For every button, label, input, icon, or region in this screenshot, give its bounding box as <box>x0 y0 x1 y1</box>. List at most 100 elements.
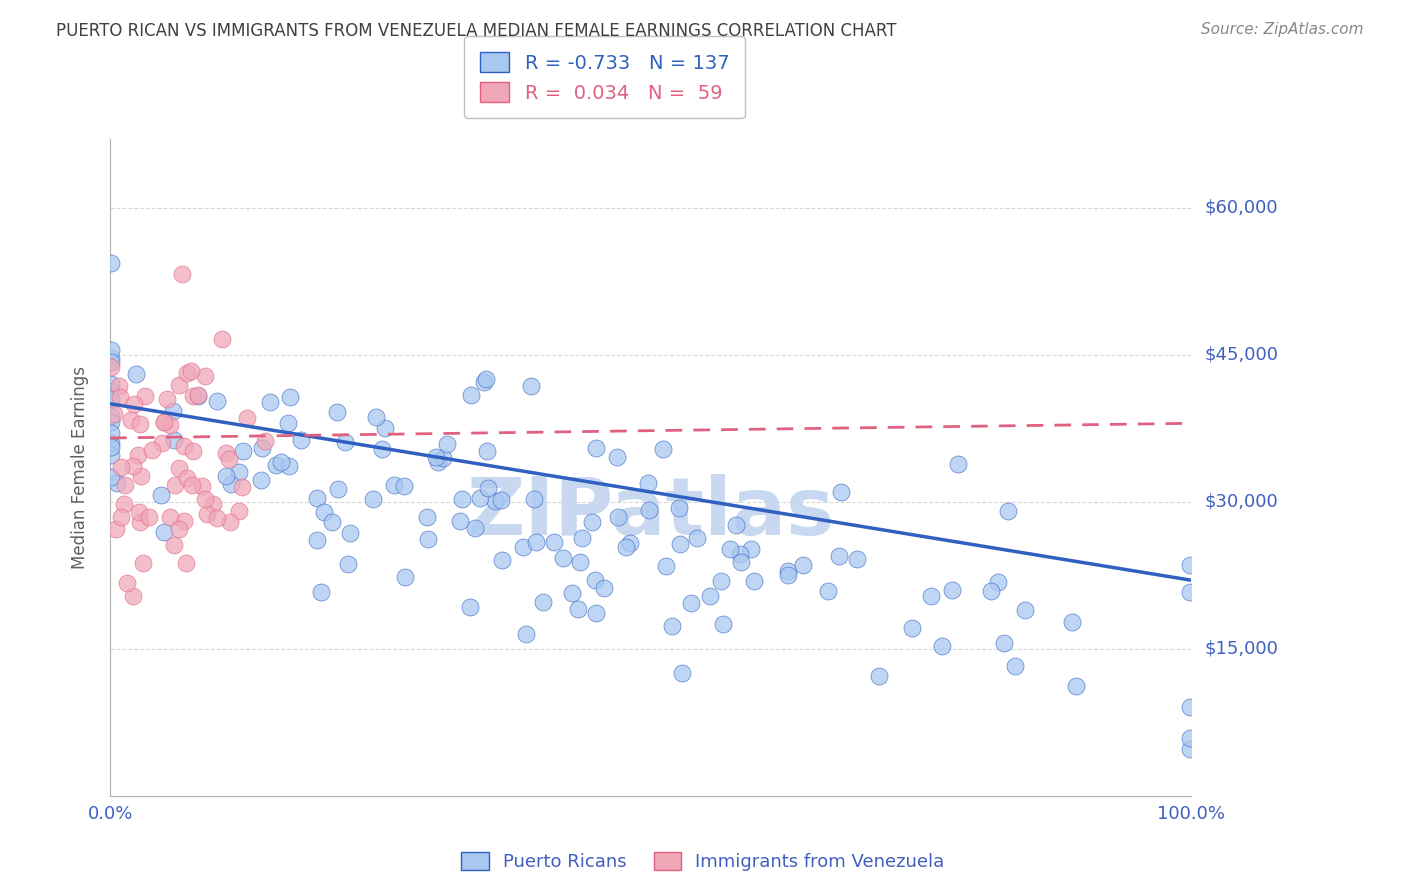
Point <box>218 515 240 529</box>
Point <box>159 417 181 432</box>
Text: Source: ZipAtlas.com: Source: ZipAtlas.com <box>1201 22 1364 37</box>
Point <box>449 515 471 529</box>
Point <box>571 531 593 545</box>
Point <box>512 540 534 554</box>
Point <box>710 574 733 588</box>
Point <box>264 458 287 472</box>
Point <box>606 450 628 465</box>
Point <box>326 482 349 496</box>
Text: PUERTO RICAN VS IMMIGRANTS FROM VENEZUELA MEDIAN FEMALE EARNINGS CORRELATION CHA: PUERTO RICAN VS IMMIGRANTS FROM VENEZUEL… <box>56 22 897 40</box>
Point <box>654 558 676 573</box>
Point <box>191 479 214 493</box>
Point <box>1178 731 1201 746</box>
Point <box>231 480 253 494</box>
Point <box>987 575 1010 590</box>
Point <box>128 505 150 519</box>
Point <box>585 606 607 620</box>
Point <box>277 416 299 430</box>
Point <box>321 515 343 529</box>
Text: ZIPatlas: ZIPatlas <box>467 475 835 552</box>
Point <box>100 426 122 441</box>
Point <box>162 404 184 418</box>
Text: $15,000: $15,000 <box>1205 640 1278 657</box>
Point <box>426 455 449 469</box>
Point <box>270 455 292 469</box>
Point <box>150 435 173 450</box>
Point <box>472 376 495 390</box>
Point <box>742 574 765 588</box>
Point <box>314 505 336 519</box>
Point <box>162 433 184 447</box>
Point <box>305 533 328 547</box>
Point <box>215 468 238 483</box>
Point <box>153 525 176 540</box>
Point <box>474 371 496 385</box>
Point <box>931 639 953 653</box>
Point <box>132 557 155 571</box>
Point <box>920 589 942 603</box>
Point <box>491 553 513 567</box>
Point <box>515 626 537 640</box>
Point <box>100 384 122 399</box>
Point <box>730 547 752 561</box>
Point <box>371 442 394 457</box>
Point <box>100 415 122 429</box>
Point <box>100 360 122 375</box>
Point <box>868 668 890 682</box>
Point <box>450 491 472 506</box>
Point <box>464 521 486 535</box>
Point <box>205 510 228 524</box>
Point <box>561 586 583 600</box>
Point <box>681 596 703 610</box>
Point <box>201 497 224 511</box>
Point <box>776 564 799 578</box>
Point <box>250 441 273 455</box>
Point <box>232 443 254 458</box>
Point <box>661 619 683 633</box>
Point <box>1178 700 1201 714</box>
Point <box>1060 615 1083 629</box>
Point <box>194 491 217 506</box>
Point <box>129 515 152 529</box>
Point <box>236 410 259 425</box>
Point <box>581 515 603 529</box>
Point <box>568 555 591 569</box>
Point <box>249 474 271 488</box>
Point <box>127 449 149 463</box>
Point <box>159 510 181 524</box>
Point <box>163 477 186 491</box>
Point <box>520 379 543 393</box>
Point <box>181 389 204 403</box>
Point <box>122 459 145 474</box>
Point <box>215 446 238 460</box>
Point <box>107 379 129 393</box>
Point <box>221 477 243 491</box>
Point <box>830 485 852 500</box>
Point <box>120 413 142 427</box>
Point <box>668 501 690 516</box>
Point <box>901 621 924 635</box>
Point <box>941 582 963 597</box>
Point <box>638 503 661 517</box>
Point <box>187 389 209 403</box>
Point <box>112 497 135 511</box>
Point <box>100 470 122 484</box>
Point <box>176 366 198 380</box>
Point <box>484 494 506 508</box>
Point <box>110 510 132 524</box>
Point <box>169 522 191 536</box>
Point <box>180 364 202 378</box>
Point <box>336 557 359 571</box>
Legend: R = -0.733   N = 137, R =  0.034   N =  59: R = -0.733 N = 137, R = 0.034 N = 59 <box>464 37 745 119</box>
Point <box>138 510 160 524</box>
Point <box>181 443 204 458</box>
Point <box>416 509 439 524</box>
Point <box>1178 584 1201 599</box>
Point <box>100 351 122 366</box>
Point <box>614 540 637 554</box>
Point <box>110 459 132 474</box>
Point <box>114 478 136 492</box>
Point <box>567 602 589 616</box>
Point <box>585 441 607 455</box>
Point <box>205 393 228 408</box>
